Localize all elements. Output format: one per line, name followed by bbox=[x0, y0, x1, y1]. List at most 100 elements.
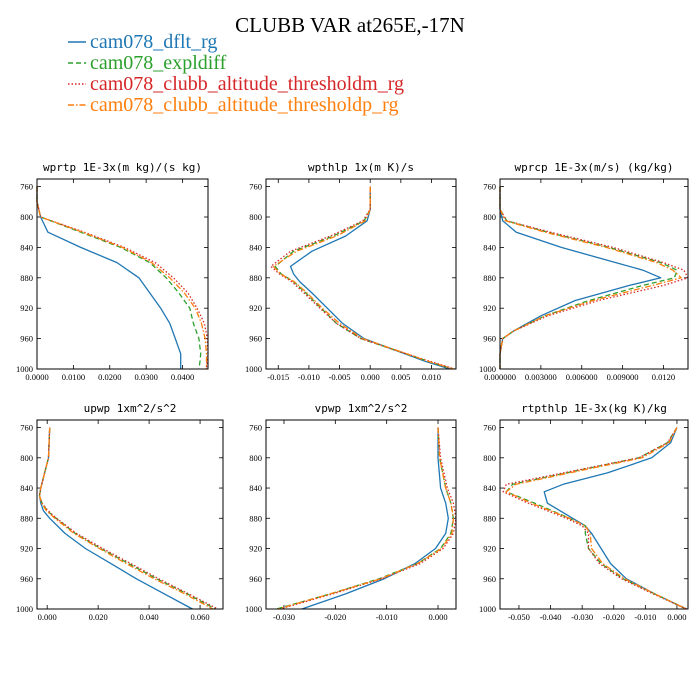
y-tick-label: 960 bbox=[249, 334, 262, 344]
plot-frame bbox=[265, 419, 457, 610]
x-tick-label: 0.009000 bbox=[607, 372, 639, 382]
x-tick-label: -0.030 bbox=[571, 612, 593, 622]
y-tick-label: 760 bbox=[20, 423, 33, 433]
panel-3: upwp 1xm^2/s^2 760 800 840 880 920 960 1000 0.00… bbox=[16, 402, 224, 622]
series-line-0 bbox=[543, 427, 687, 610]
series-line-2 bbox=[38, 427, 219, 610]
panel-4: vpwp 1xm^2/s^2 760 800 840 880 920 960 1000 -0.0… bbox=[245, 402, 457, 622]
panel-title-5: rtpthlp 1E-3x(kg K)/kg bbox=[521, 402, 667, 415]
plot-frame bbox=[499, 178, 689, 370]
y-tick-label: 880 bbox=[249, 273, 262, 283]
panel-2: wprcp 1E-3x(m/s) (kg/kg) 760 800 840 880 920 9… bbox=[479, 161, 689, 382]
y-tick-label: 880 bbox=[20, 273, 33, 283]
panel-title-2: wprcp 1E-3x(m/s) (kg/kg) bbox=[515, 161, 674, 174]
series-line-3 bbox=[38, 427, 214, 610]
x-tick-label: 0.0400 bbox=[171, 372, 194, 382]
panel-5: rtpthlp 1E-3x(kg K)/kg 760 800 840 880 920 960… bbox=[479, 402, 689, 622]
x-tick-label: -0.010 bbox=[634, 612, 656, 622]
series-line-0 bbox=[301, 427, 449, 610]
series-line-1 bbox=[505, 427, 687, 610]
y-tick-label: 1000 bbox=[245, 604, 262, 614]
y-tick-label: 880 bbox=[483, 513, 496, 523]
x-tick-label: -0.050 bbox=[508, 612, 530, 622]
series-line-3 bbox=[272, 186, 454, 370]
y-tick-label: 960 bbox=[483, 574, 496, 584]
y-tick-label: 1000 bbox=[479, 604, 496, 614]
y-tick-label: 1000 bbox=[16, 364, 33, 374]
series-line-1 bbox=[38, 427, 216, 610]
x-tick-label: 0.060 bbox=[191, 612, 210, 622]
y-tick-label: 960 bbox=[249, 574, 262, 584]
figure-title: CLUBB VAR at265E,-17N bbox=[235, 13, 465, 37]
y-tick-label: 880 bbox=[249, 513, 262, 523]
series-line-0 bbox=[38, 427, 193, 610]
legend-label-2: cam078_clubb_altitude_thresholdm_rg bbox=[90, 73, 404, 95]
y-tick-label: 760 bbox=[20, 182, 33, 192]
y-tick-label: 1000 bbox=[245, 364, 262, 374]
plot-frame bbox=[36, 419, 224, 610]
x-tick-label: -0.010 bbox=[298, 372, 320, 382]
legend-label-0: cam078_dflt_rg bbox=[90, 31, 217, 53]
series-line-1 bbox=[274, 186, 454, 370]
x-tick-label: 0.0120 bbox=[652, 372, 675, 382]
x-tick-label: 0.010 bbox=[422, 372, 441, 382]
y-tick-label: 960 bbox=[20, 574, 33, 584]
panel-0: wprtp 1E-3x(m kg)/(s kg) 760 800 840 880 920 9… bbox=[16, 161, 209, 382]
x-tick-label: 0.0100 bbox=[62, 372, 85, 382]
series-line-3 bbox=[499, 186, 682, 369]
y-tick-label: 800 bbox=[483, 212, 496, 222]
plot-frame bbox=[499, 419, 689, 610]
legend-label-1: cam078_expldiff bbox=[90, 52, 227, 74]
panel-1: wpthlp 1x(m K)/s 760 800 840 880 920 960 1000 -0… bbox=[245, 161, 457, 382]
y-tick-label: 1000 bbox=[479, 364, 496, 374]
y-tick-label: 920 bbox=[483, 303, 496, 313]
plot-frame bbox=[36, 178, 209, 370]
x-tick-label: -0.040 bbox=[540, 612, 562, 622]
x-tick-label: -0.010 bbox=[376, 612, 398, 622]
y-tick-label: 800 bbox=[20, 453, 33, 463]
legend: cam078_dflt_rgcam078_expldiffcam078_club… bbox=[68, 31, 404, 116]
series-line-3 bbox=[36, 186, 208, 369]
series-line-0 bbox=[36, 186, 182, 369]
y-tick-label: 880 bbox=[20, 513, 33, 523]
y-tick-label: 840 bbox=[249, 242, 262, 252]
y-tick-label: 800 bbox=[249, 453, 262, 463]
x-tick-label: 0.000 bbox=[428, 612, 447, 622]
x-tick-label: 0.0300 bbox=[134, 372, 157, 382]
y-tick-label: 800 bbox=[20, 212, 33, 222]
panel-grid: wprtp 1E-3x(m kg)/(s kg) 760 800 840 880 920 9… bbox=[16, 161, 689, 622]
y-tick-label: 840 bbox=[20, 242, 33, 252]
y-tick-label: 840 bbox=[249, 483, 262, 493]
y-tick-label: 920 bbox=[20, 303, 33, 313]
panel-title-1: wpthlp 1x(m K)/s bbox=[308, 161, 414, 174]
y-tick-label: 800 bbox=[249, 212, 262, 222]
x-tick-label: -0.020 bbox=[324, 612, 346, 622]
series-line-2 bbox=[502, 427, 687, 610]
x-tick-label: 0.006000 bbox=[566, 372, 598, 382]
x-tick-label: 0.040 bbox=[140, 612, 159, 622]
y-tick-label: 960 bbox=[483, 334, 496, 344]
y-tick-label: 840 bbox=[483, 242, 496, 252]
y-tick-label: 840 bbox=[483, 483, 496, 493]
series-line-2 bbox=[279, 427, 457, 610]
panel-title-3: upwp 1xm^2/s^2 bbox=[84, 402, 177, 415]
x-tick-label: -0.015 bbox=[267, 372, 289, 382]
y-tick-label: 920 bbox=[249, 303, 262, 313]
x-tick-label: 0.0200 bbox=[98, 372, 121, 382]
y-tick-label: 880 bbox=[483, 273, 496, 283]
legend-label-3: cam078_clubb_altitude_thresholdp_rg bbox=[90, 94, 398, 116]
x-tick-label: -0.020 bbox=[603, 612, 625, 622]
y-tick-label: 1000 bbox=[16, 604, 33, 614]
y-tick-label: 920 bbox=[249, 544, 262, 554]
plot-frame bbox=[265, 178, 457, 370]
y-tick-label: 760 bbox=[249, 423, 262, 433]
series-line-3 bbox=[277, 427, 455, 610]
x-tick-label: 0.000 bbox=[667, 612, 686, 622]
series-line-0 bbox=[499, 186, 662, 369]
series-line-2 bbox=[270, 186, 455, 370]
y-tick-label: 800 bbox=[483, 453, 496, 463]
y-tick-label: 760 bbox=[483, 182, 496, 192]
y-tick-label: 920 bbox=[20, 544, 33, 554]
y-tick-label: 960 bbox=[20, 334, 33, 344]
x-tick-label: 0.003000 bbox=[525, 372, 557, 382]
